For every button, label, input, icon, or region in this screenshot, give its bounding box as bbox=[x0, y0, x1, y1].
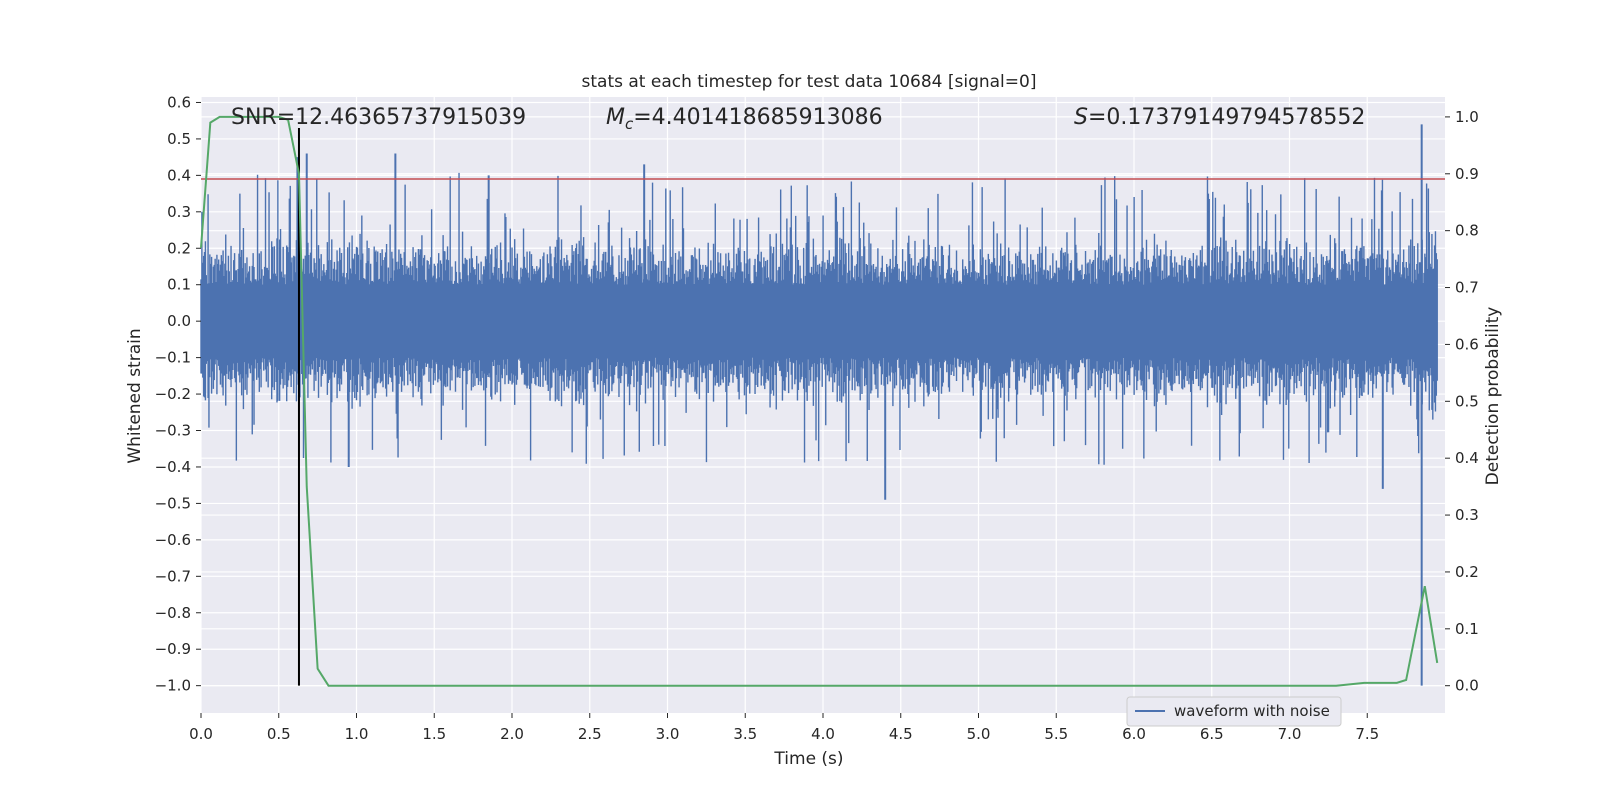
legend-label: waveform with noise bbox=[1174, 702, 1330, 720]
s-symbol: S bbox=[1074, 105, 1088, 130]
y2-tick-label: 0.3 bbox=[1455, 506, 1479, 524]
x-tick-label: 5.0 bbox=[967, 725, 991, 743]
y-tick-label: −0.6 bbox=[155, 531, 191, 549]
y-axis-label: Whitened strain bbox=[125, 328, 145, 463]
x-tick-label: 1.5 bbox=[422, 725, 446, 743]
probability-series bbox=[200, 115, 1439, 687]
y2-tick-label: 1.0 bbox=[1455, 108, 1479, 126]
chirp-mass-subscript: c bbox=[625, 115, 634, 133]
y-tick-label: −0.5 bbox=[155, 494, 191, 512]
waveform-trace bbox=[200, 172, 1438, 465]
x-tick-label: 3.0 bbox=[656, 725, 680, 743]
x-tick-label: 0.0 bbox=[189, 725, 213, 743]
x-tick-label: 5.5 bbox=[1044, 725, 1068, 743]
y-tick-label: −1.0 bbox=[155, 677, 191, 695]
chirp-mass-value: =4.401418685913086 bbox=[633, 105, 882, 130]
x-tick-label: 0.5 bbox=[267, 725, 291, 743]
y-tick-label: 0.0 bbox=[167, 312, 191, 330]
x-tick-label: 6.0 bbox=[1122, 725, 1146, 743]
x-tick-label: 1.0 bbox=[345, 725, 369, 743]
y-tick-label: 0.4 bbox=[167, 166, 191, 184]
x-axis-ticks: 0.0 0.5 1.0 1.5 2.0 2.5 3.0 3.5 4.0 4.5 5.0 5.5 6.0 6… bbox=[189, 713, 1379, 743]
y2-axis-label: Detection probability bbox=[1483, 307, 1503, 486]
x-tick-label: 7.0 bbox=[1278, 725, 1302, 743]
y-tick-label: −0.4 bbox=[155, 458, 191, 476]
y-axis-ticks: 0.6 0.5 0.4 0.3 0.2 0.1 0.0 −0.1 −0.2 −0.3 −0.4 −0.… bbox=[155, 93, 201, 695]
y-tick-label: −0.9 bbox=[155, 640, 191, 658]
legend: waveform with noise bbox=[1126, 696, 1342, 727]
x-axis-label: Time (s) bbox=[773, 749, 843, 769]
chirp-mass-annotation: Mc=4.401418685913086 bbox=[606, 105, 883, 133]
snr-annotation: SNR=12.46365737915039 bbox=[231, 105, 526, 130]
x-tick-label: 4.5 bbox=[889, 725, 913, 743]
x-tick-label: 7.5 bbox=[1355, 725, 1379, 743]
y-tick-label: −0.2 bbox=[155, 385, 191, 403]
chart-title: stats at each timestep for test data 106… bbox=[582, 72, 1037, 92]
s-annotation: S=0.17379149794578552 bbox=[1074, 105, 1365, 130]
y2-tick-label: 0.1 bbox=[1455, 620, 1479, 638]
y-tick-label: −0.1 bbox=[155, 349, 191, 367]
y2-tick-label: 0.2 bbox=[1455, 563, 1479, 581]
y2-tick-label: 0.8 bbox=[1455, 222, 1479, 240]
y-tick-label: −0.3 bbox=[155, 422, 191, 440]
y2-tick-label: 0.6 bbox=[1455, 335, 1479, 353]
y-tick-label: −0.8 bbox=[155, 604, 191, 622]
y2-tick-label: 0.7 bbox=[1455, 279, 1479, 297]
y-tick-label: 0.3 bbox=[167, 203, 191, 221]
y-tick-label: 0.1 bbox=[167, 276, 191, 294]
x-tick-label: 2.0 bbox=[500, 725, 524, 743]
y2-tick-label: 0.5 bbox=[1455, 392, 1479, 410]
y2-axis-ticks: 1.0 0.9 0.8 0.7 0.6 0.5 0.4 0.3 0.2 0.1 0.0 bbox=[1445, 108, 1479, 695]
waveform-series bbox=[200, 124, 1438, 686]
x-tick-label: 6.5 bbox=[1200, 725, 1224, 743]
y2-tick-label: 0.4 bbox=[1455, 449, 1479, 467]
s-value: =0.17379149794578552 bbox=[1088, 105, 1365, 130]
y-tick-label: 0.2 bbox=[167, 239, 191, 257]
y-tick-label: 0.5 bbox=[167, 130, 191, 148]
y2-tick-label: 0.0 bbox=[1455, 677, 1479, 695]
y-tick-label: 0.6 bbox=[167, 93, 191, 111]
x-tick-label: 4.0 bbox=[811, 725, 835, 743]
y2-tick-label: 0.9 bbox=[1455, 165, 1479, 183]
x-tick-label: 3.5 bbox=[733, 725, 757, 743]
legend-box bbox=[1126, 696, 1342, 727]
chirp-mass-symbol: M bbox=[606, 105, 625, 130]
x-tick-label: 2.5 bbox=[578, 725, 602, 743]
y-tick-label: −0.7 bbox=[155, 567, 191, 585]
